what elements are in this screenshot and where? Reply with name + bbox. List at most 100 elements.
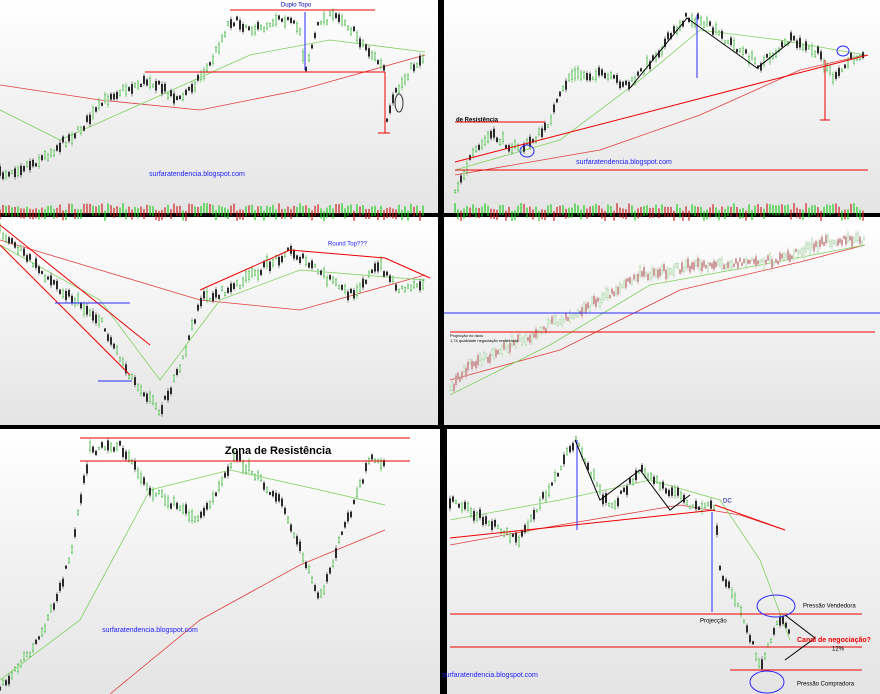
candle	[788, 629, 791, 634]
candle	[308, 566, 311, 573]
candle	[190, 511, 193, 522]
candle	[578, 443, 581, 447]
volume	[377, 210, 379, 221]
volume	[838, 206, 840, 217]
candle	[184, 347, 187, 356]
volume	[119, 207, 121, 218]
volume	[568, 207, 570, 218]
candle	[575, 436, 578, 441]
volume	[155, 209, 157, 220]
candle	[541, 327, 544, 334]
candle	[683, 267, 686, 273]
candle	[32, 263, 35, 267]
volume	[496, 209, 498, 220]
candle	[139, 386, 142, 395]
candle	[290, 524, 293, 532]
candle	[136, 81, 139, 89]
volume	[14, 206, 16, 217]
candle	[338, 537, 341, 543]
candle	[853, 237, 856, 243]
candle	[802, 45, 805, 51]
candle	[646, 57, 649, 67]
candle	[4, 680, 7, 686]
candle	[464, 501, 467, 510]
candle	[585, 304, 588, 313]
candle	[685, 13, 688, 17]
candle	[716, 525, 719, 535]
volume	[604, 210, 606, 221]
volume	[11, 207, 13, 218]
candle	[479, 509, 482, 518]
volume	[682, 210, 684, 221]
candle	[543, 326, 546, 330]
candle	[187, 335, 190, 340]
candle	[35, 163, 38, 167]
candle	[805, 41, 808, 51]
candle	[317, 592, 320, 599]
candle	[671, 269, 674, 275]
candle	[392, 94, 395, 104]
volume	[212, 204, 214, 215]
candle	[329, 567, 332, 574]
candle	[790, 32, 793, 41]
volume	[640, 206, 642, 217]
candle	[509, 533, 512, 542]
candle	[566, 448, 569, 455]
candle	[632, 478, 635, 485]
candle	[826, 64, 829, 71]
candle	[685, 260, 688, 269]
candle	[491, 349, 494, 356]
annotation: Pressão Vendedora	[803, 604, 856, 610]
candle	[803, 248, 806, 259]
volume	[50, 205, 52, 216]
candle	[724, 40, 727, 44]
candle	[59, 582, 62, 591]
candle	[67, 558, 70, 563]
candle	[453, 383, 456, 392]
volume	[739, 209, 741, 220]
candle	[760, 63, 763, 71]
volume	[553, 210, 555, 221]
volume	[92, 205, 94, 216]
candle	[687, 258, 690, 268]
candle	[853, 56, 856, 64]
candle	[761, 258, 764, 263]
candle	[281, 498, 284, 507]
candle	[70, 295, 73, 304]
candle	[139, 83, 142, 87]
candle	[305, 562, 308, 569]
candle	[466, 163, 469, 173]
candle	[607, 289, 610, 299]
volume	[419, 210, 421, 221]
candle	[698, 506, 701, 510]
candle	[608, 503, 611, 507]
candle	[500, 529, 503, 534]
candle	[734, 594, 737, 605]
volume	[113, 207, 115, 218]
candle	[56, 280, 59, 290]
candle	[553, 104, 556, 113]
candle	[656, 476, 659, 483]
volume	[374, 205, 376, 216]
candle	[67, 290, 70, 297]
candle	[452, 496, 455, 502]
candle	[496, 137, 499, 143]
candle	[368, 271, 371, 278]
candle	[693, 262, 696, 270]
candle	[740, 607, 743, 616]
candle	[130, 374, 133, 379]
candle	[82, 475, 85, 483]
candle	[620, 490, 623, 494]
volume	[580, 209, 582, 220]
volume	[362, 204, 364, 215]
candle	[335, 279, 338, 286]
candle	[266, 23, 269, 30]
candle	[647, 473, 650, 480]
volume	[215, 210, 217, 221]
candle	[106, 440, 109, 451]
candle	[121, 448, 124, 458]
candle	[717, 259, 720, 265]
volume	[475, 207, 477, 218]
candle	[455, 375, 458, 386]
candle	[419, 55, 422, 66]
